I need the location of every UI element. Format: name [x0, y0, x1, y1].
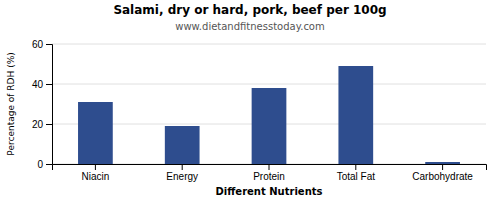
grid-line	[52, 44, 486, 45]
tick-mark	[46, 84, 52, 85]
tick: Niacin	[82, 164, 110, 182]
tick: Energy	[166, 164, 198, 182]
tick-label: Total Fat	[337, 171, 376, 182]
tick-mark	[355, 164, 356, 170]
bar	[165, 126, 200, 164]
tick-mark	[46, 44, 52, 45]
tick: 0	[37, 159, 52, 170]
y-axis-title: Percentage of RDH (%)	[6, 52, 16, 155]
x-axis: Niacin Energy Protein Total Fat Carbohydrate	[53, 164, 487, 182]
tick: Protein	[253, 164, 285, 182]
tick-mark	[269, 164, 270, 170]
tick: Carbohydrate	[412, 164, 473, 182]
tick-label: 20	[32, 119, 44, 130]
tick-label: 60	[32, 39, 44, 50]
tick: 40	[32, 79, 52, 90]
tick-mark	[46, 124, 52, 125]
plot: 0 20 40 60 Niacin Energy Protein Total Fat Carbo…	[32, 39, 487, 182]
grid	[52, 44, 486, 164]
tick-label: 40	[32, 79, 44, 90]
chart: Salami, dry or hard, pork, beef per 100g…	[0, 0, 500, 200]
tick-mark	[95, 164, 96, 170]
tick-label: Energy	[166, 171, 198, 182]
tick-label: 0	[37, 159, 43, 170]
tick-label: Niacin	[82, 171, 110, 182]
tick: 60	[32, 39, 52, 50]
tick-mark	[46, 164, 52, 165]
title: Salami, dry or hard, pork, beef per 100g	[113, 3, 386, 17]
x-axis-title: Different Nutrients	[216, 186, 323, 197]
tick-label: Protein	[253, 171, 285, 182]
bars	[78, 66, 460, 164]
bar	[252, 88, 287, 164]
bar	[425, 162, 460, 164]
tick: 20	[32, 119, 52, 130]
tick: Total Fat	[337, 164, 376, 182]
tick-mark	[182, 164, 183, 170]
grid-line	[52, 84, 486, 85]
subtitle: www.dietandfitnesstoday.com	[175, 21, 324, 32]
axis-line	[46, 45, 53, 165]
y-axis: 0 20 40 60	[32, 39, 53, 170]
tick-mark	[442, 164, 443, 170]
bar	[338, 66, 373, 164]
bar	[78, 102, 113, 164]
tick-label: Carbohydrate	[412, 171, 473, 182]
axis-line	[53, 165, 487, 171]
